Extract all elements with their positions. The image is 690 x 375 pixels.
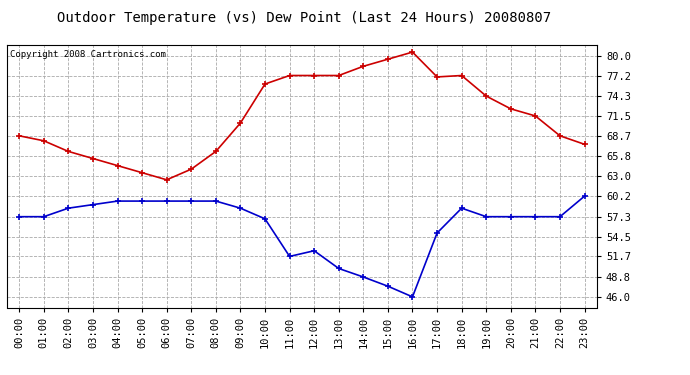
Text: Outdoor Temperature (vs) Dew Point (Last 24 Hours) 20080807: Outdoor Temperature (vs) Dew Point (Last…: [57, 11, 551, 25]
Text: Copyright 2008 Cartronics.com: Copyright 2008 Cartronics.com: [10, 50, 166, 59]
